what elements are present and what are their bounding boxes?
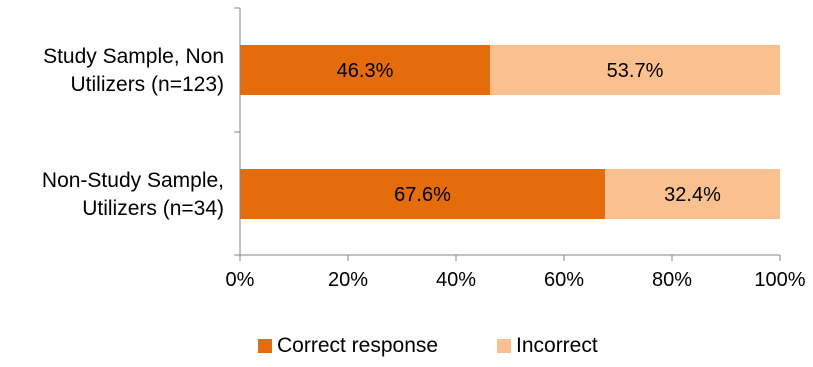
bar-incorrect-0 <box>490 45 780 95</box>
category-label-0-line-0: Study Sample, Non <box>43 45 224 68</box>
legend: Correct response Incorrect <box>258 334 598 357</box>
category-label-1-line-1: Utilizers (n=34) <box>82 197 224 220</box>
x-tick-label-4: 80% <box>652 269 692 291</box>
data-label-correct-1: 67.6% <box>394 184 451 206</box>
bars <box>240 45 780 219</box>
legend-label-incorrect: Incorrect <box>516 334 598 357</box>
legend-swatch-correct <box>258 339 272 353</box>
data-labels: 46.3% 53.7% 67.6% 32.4% <box>337 60 721 206</box>
category-label-1-line-0: Non-Study Sample, <box>42 169 224 192</box>
x-tick-label-2: 40% <box>436 269 476 291</box>
x-tick-labels: 0% 20% 40% 60% 80% 100% <box>226 269 806 291</box>
x-tick-label-0: 0% <box>226 269 255 291</box>
x-tick-label-1: 20% <box>328 269 368 291</box>
category-labels: Study Sample, Non Utilizers (n=123) Non-St… <box>42 45 224 220</box>
legend-label-correct: Correct response <box>277 334 438 357</box>
data-label-correct-0: 46.3% <box>337 60 394 82</box>
bar-correct-0 <box>240 45 491 95</box>
bar-incorrect-1 <box>605 169 780 219</box>
data-label-incorrect-0: 53.7% <box>607 60 664 82</box>
axes <box>234 7 781 261</box>
bar-correct-1 <box>240 169 606 219</box>
category-label-0-line-1: Utilizers (n=123) <box>71 73 224 96</box>
legend-swatch-incorrect <box>497 339 511 353</box>
data-label-incorrect-1: 32.4% <box>664 184 721 206</box>
x-tick-label-3: 60% <box>544 269 584 291</box>
x-tick-label-5: 100% <box>754 269 805 291</box>
